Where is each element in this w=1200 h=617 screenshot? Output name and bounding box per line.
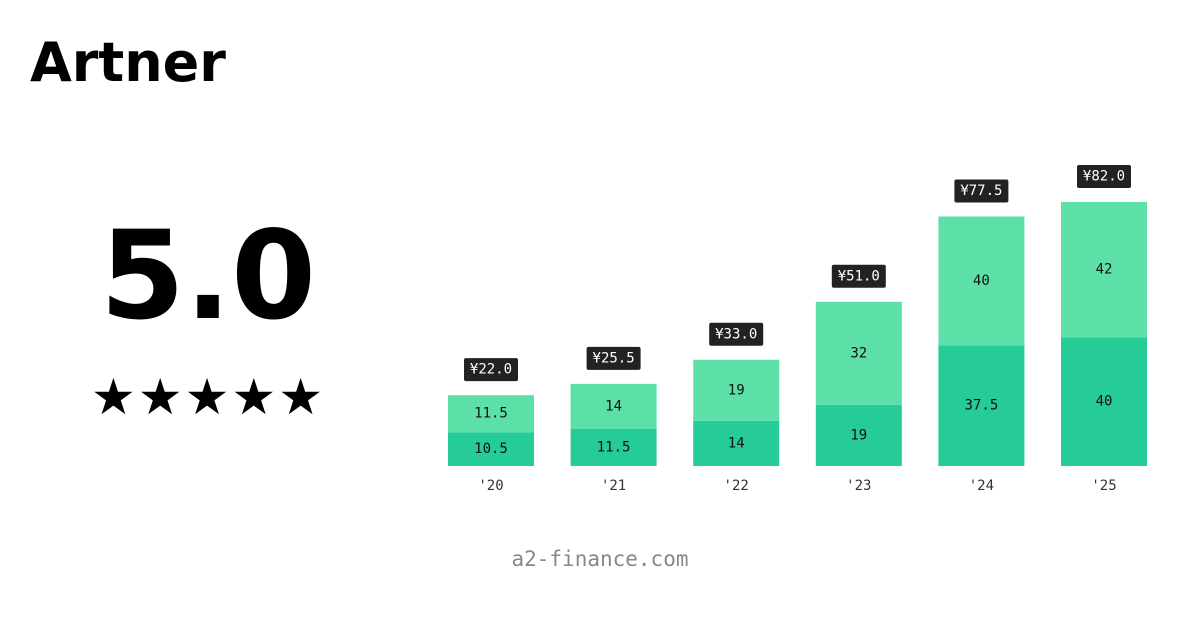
total-label: ¥51.0: [838, 268, 880, 284]
bar-segment-label: 14: [605, 398, 622, 414]
bar-segment-label: 42: [1096, 262, 1113, 278]
bar-segment-label: 19: [850, 427, 867, 443]
total-label: ¥82.0: [1083, 169, 1125, 185]
bar-segment-label: 40: [973, 273, 990, 289]
bar-segment-bottom: [570, 428, 657, 466]
total-label-badge: [831, 264, 886, 288]
total-label: ¥22.0: [470, 362, 512, 378]
x-tick-label: '21: [601, 478, 626, 494]
rating-stars: ★★★★★: [90, 368, 326, 426]
bar-segment-bottom: [448, 432, 534, 466]
x-tick-label: '24: [969, 478, 994, 494]
bar-segment-bottom: [693, 420, 780, 466]
bar-segment-label: 40: [1096, 394, 1113, 410]
bar-segment-bottom: [938, 345, 1025, 466]
bar-segment-label: 10.5: [474, 441, 508, 457]
bar-segment-top: [448, 395, 534, 433]
brand-name: Artner: [30, 31, 226, 94]
total-label-badge: [709, 322, 764, 346]
website-url: a2-finance.com: [511, 547, 689, 571]
total-label: ¥25.5: [593, 350, 635, 366]
bar-segment-bottom: [1061, 337, 1147, 466]
rating-value: 5.0: [99, 205, 317, 347]
bar-segment-label: 19: [728, 382, 745, 398]
total-label-badge: [1077, 165, 1131, 188]
bar-segment-top: [693, 359, 780, 421]
x-tick-label: '25: [1091, 478, 1116, 494]
total-label-badge: [586, 346, 641, 370]
bar-segment-top: [815, 301, 902, 405]
bar-segment-label: 14: [728, 435, 745, 451]
bar-segment-top: [570, 383, 657, 429]
bar-segment-top: [938, 216, 1025, 346]
x-tick-label: '20: [478, 478, 503, 494]
bar-segment-label: 37.5: [965, 398, 999, 414]
total-label-badge: [464, 358, 518, 382]
bar-segment-top: [1061, 202, 1147, 338]
bar-segment-label: 11.5: [474, 406, 508, 422]
total-label-badge: [954, 179, 1009, 203]
bar-segment-bottom: [815, 404, 902, 466]
total-label: ¥77.5: [960, 183, 1002, 199]
total-label: ¥33.0: [715, 326, 757, 342]
x-tick-label: '22: [724, 478, 749, 494]
x-tick-label: '23: [846, 478, 871, 494]
bar-segment-label: 32: [850, 345, 867, 361]
bar-segment-label: 11.5: [597, 439, 631, 455]
